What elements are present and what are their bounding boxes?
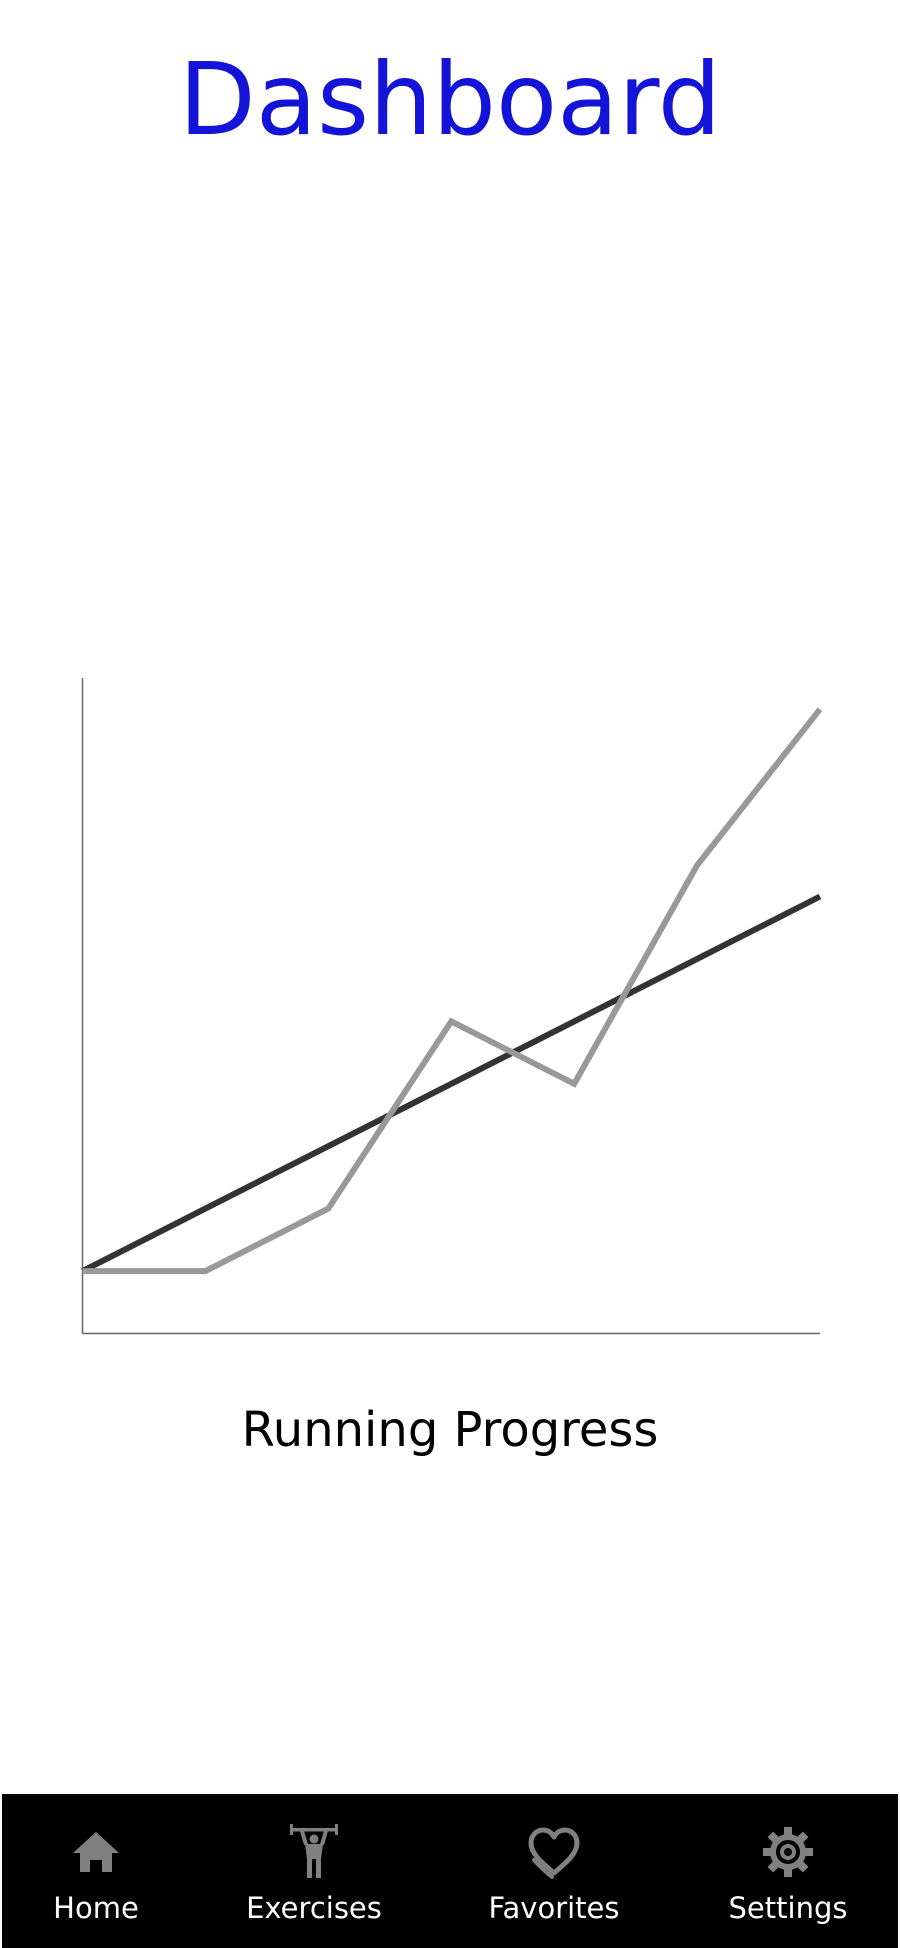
chart-caption: Running Progress <box>241 1402 659 1458</box>
gear-tooth <box>784 1867 792 1877</box>
gear-tooth <box>763 1848 773 1856</box>
nav-item-exercises[interactable]: Exercises <box>234 1794 394 1948</box>
page-title: Dashboard <box>178 41 722 158</box>
bottom-nav-bar: Home Exercises <box>2 1794 898 1948</box>
nav-item-home[interactable]: Home <box>22 1794 170 1948</box>
gear-tooth <box>803 1848 813 1856</box>
nav-label-favorites: Favorites <box>488 1891 620 1925</box>
series-line-1 <box>81 893 822 1274</box>
gear-tooth <box>767 1831 781 1845</box>
running-progress-chart <box>0 660 900 1360</box>
nav-label-settings: Settings <box>728 1891 848 1925</box>
gear-tooth <box>767 1859 781 1873</box>
series-layer <box>81 707 823 1275</box>
heart-icon <box>526 1824 582 1880</box>
nav-item-favorites[interactable]: Favorites <box>474 1794 634 1948</box>
home-icon <box>68 1824 124 1880</box>
line-chart <box>81 678 823 1335</box>
gear-tooth <box>795 1859 809 1873</box>
nav-label-exercises: Exercises <box>246 1891 382 1925</box>
gear-icon <box>760 1824 816 1880</box>
gear-tooth <box>795 1831 809 1845</box>
gear-tooth <box>784 1827 792 1837</box>
weightlifter-icon <box>286 1824 342 1880</box>
nav-item-settings[interactable]: Settings <box>708 1794 868 1948</box>
series-line-2 <box>82 707 823 1275</box>
nav-label-home: Home <box>53 1891 139 1925</box>
